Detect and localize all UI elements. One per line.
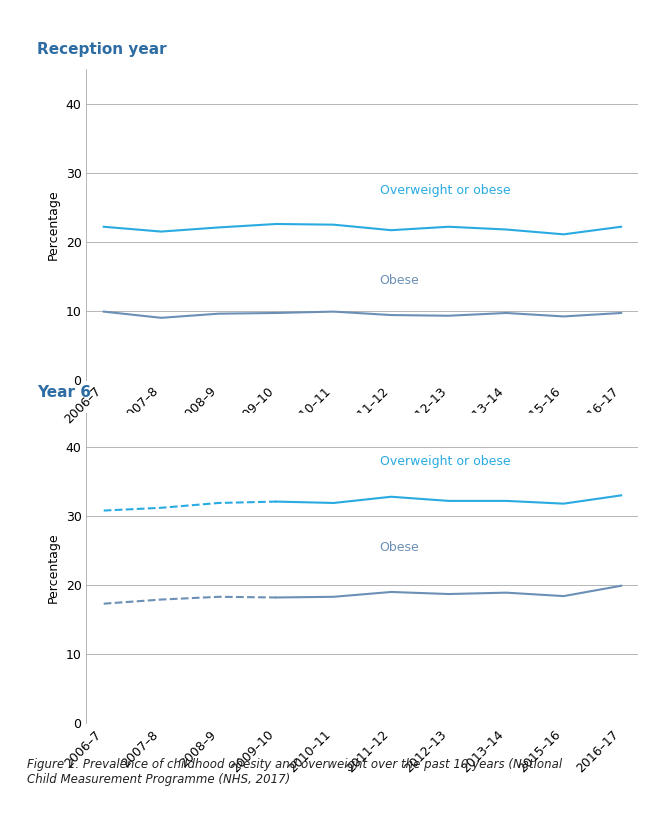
Y-axis label: Percentage: Percentage: [47, 533, 60, 603]
Text: Obese: Obese: [380, 541, 420, 554]
Y-axis label: Percentage: Percentage: [47, 190, 60, 260]
Text: Reception year: Reception year: [37, 42, 166, 56]
Text: Overweight or obese: Overweight or obese: [380, 184, 510, 197]
Text: Obese: Obese: [380, 274, 420, 287]
Text: Year 6: Year 6: [37, 385, 91, 400]
Text: Overweight or obese: Overweight or obese: [380, 455, 510, 468]
Text: Figure 1. Prevalence of childhood obesity and overweight over the past 10 years : Figure 1. Prevalence of childhood obesit…: [27, 758, 562, 786]
